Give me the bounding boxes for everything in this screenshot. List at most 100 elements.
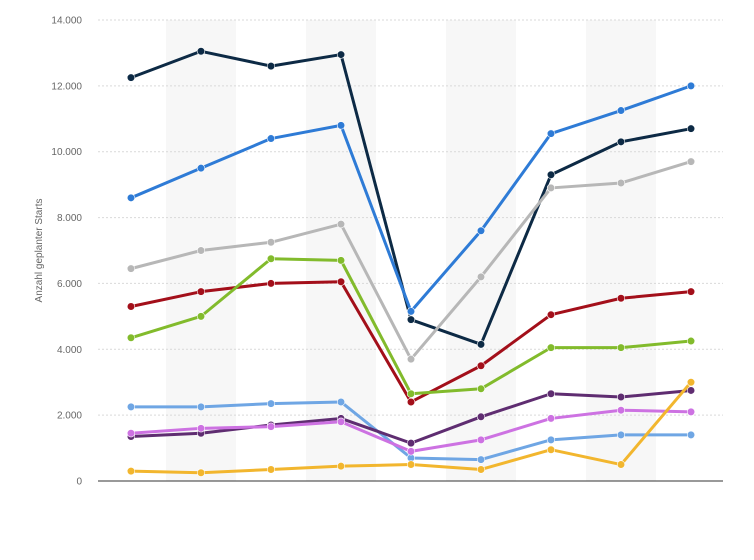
- data-point[interactable]: [686, 407, 696, 416]
- data-point[interactable]: [196, 287, 206, 296]
- data-point[interactable]: [476, 465, 486, 474]
- data-point[interactable]: [126, 467, 136, 476]
- data-point[interactable]: [686, 287, 696, 296]
- data-point[interactable]: [196, 468, 206, 477]
- data-point[interactable]: [546, 183, 556, 193]
- data-point[interactable]: [266, 61, 276, 71]
- data-point[interactable]: [406, 355, 416, 364]
- data-point[interactable]: [476, 455, 486, 464]
- data-point[interactable]: [266, 279, 276, 288]
- data-point[interactable]: [126, 429, 136, 438]
- data-point[interactable]: [266, 399, 276, 408]
- series-5: [126, 254, 696, 398]
- data-point[interactable]: [196, 47, 206, 56]
- data-point[interactable]: [686, 124, 696, 133]
- data-point[interactable]: [406, 439, 416, 448]
- series-2: [126, 81, 696, 316]
- series-6: [126, 397, 696, 464]
- data-point[interactable]: [266, 254, 276, 263]
- series-9: [126, 378, 696, 477]
- data-point[interactable]: [196, 424, 206, 433]
- data-point[interactable]: [546, 129, 556, 138]
- data-point[interactable]: [196, 164, 206, 173]
- series-group: [126, 47, 696, 477]
- data-point[interactable]: [476, 435, 486, 444]
- data-point[interactable]: [476, 412, 486, 421]
- y-tick-label: 14.000: [51, 16, 82, 27]
- data-point[interactable]: [546, 435, 556, 444]
- data-point[interactable]: [336, 397, 346, 407]
- data-point[interactable]: [546, 414, 556, 423]
- data-point[interactable]: [476, 226, 486, 235]
- data-point[interactable]: [266, 422, 276, 431]
- series-3: [126, 157, 696, 364]
- data-point[interactable]: [546, 343, 556, 352]
- data-point[interactable]: [126, 302, 136, 311]
- data-point[interactable]: [616, 106, 626, 115]
- data-point[interactable]: [616, 430, 626, 440]
- data-point[interactable]: [266, 134, 276, 143]
- data-point[interactable]: [616, 406, 626, 415]
- data-point[interactable]: [476, 361, 486, 370]
- data-point[interactable]: [686, 378, 696, 387]
- data-point[interactable]: [126, 333, 136, 342]
- data-point[interactable]: [126, 402, 136, 412]
- background-bands: [166, 20, 656, 481]
- data-point[interactable]: [616, 178, 626, 188]
- data-point[interactable]: [546, 170, 556, 179]
- data-point[interactable]: [196, 312, 206, 321]
- data-point[interactable]: [406, 389, 416, 398]
- data-point[interactable]: [196, 402, 206, 412]
- data-point[interactable]: [126, 264, 136, 273]
- y-tick-label: 8.000: [57, 213, 82, 224]
- data-point[interactable]: [336, 220, 346, 229]
- y-tick-label: 6.000: [57, 279, 82, 290]
- y-tick-label: 0: [76, 477, 82, 488]
- data-point[interactable]: [476, 384, 486, 393]
- data-point[interactable]: [266, 238, 276, 247]
- data-point[interactable]: [616, 392, 626, 402]
- data-point[interactable]: [336, 256, 346, 265]
- y-tick-label: 2.000: [57, 411, 82, 422]
- series-1: [126, 47, 696, 349]
- data-point[interactable]: [476, 272, 486, 281]
- background-band-6: [446, 20, 516, 481]
- data-point[interactable]: [686, 430, 696, 440]
- y-axis-title: Anzahl geplanter Starts: [34, 199, 45, 303]
- series-4: [126, 277, 696, 407]
- data-point[interactable]: [616, 294, 626, 303]
- data-point[interactable]: [126, 193, 136, 202]
- y-axis-ticks: 0 2.000 4.000 6.000 8.000 10.000 12.000 14.000: [51, 16, 82, 488]
- data-point[interactable]: [546, 310, 556, 319]
- data-point[interactable]: [476, 340, 486, 349]
- data-point[interactable]: [126, 73, 136, 82]
- data-point[interactable]: [336, 417, 346, 426]
- data-point[interactable]: [406, 460, 416, 469]
- data-point[interactable]: [196, 246, 206, 255]
- data-point[interactable]: [546, 445, 556, 454]
- data-point[interactable]: [686, 336, 696, 346]
- data-point[interactable]: [266, 465, 276, 474]
- data-point[interactable]: [406, 447, 416, 456]
- data-point[interactable]: [336, 277, 346, 286]
- data-point[interactable]: [616, 460, 626, 469]
- y-tick-label: 10.000: [51, 147, 82, 158]
- data-point[interactable]: [406, 315, 416, 324]
- data-point[interactable]: [546, 389, 556, 398]
- data-point[interactable]: [406, 397, 416, 407]
- data-point[interactable]: [686, 81, 696, 90]
- data-point[interactable]: [686, 157, 696, 166]
- data-point[interactable]: [336, 121, 346, 130]
- gridlines: [98, 19, 723, 416]
- data-point[interactable]: [686, 386, 696, 395]
- y-tick-label: 4.000: [57, 345, 82, 356]
- data-point[interactable]: [406, 307, 416, 316]
- series-8: [126, 406, 696, 456]
- data-point[interactable]: [336, 50, 346, 59]
- background-band-8: [586, 20, 656, 481]
- data-point[interactable]: [336, 462, 346, 471]
- data-point[interactable]: [616, 343, 626, 352]
- data-point[interactable]: [616, 137, 626, 146]
- background-band-4: [306, 20, 376, 481]
